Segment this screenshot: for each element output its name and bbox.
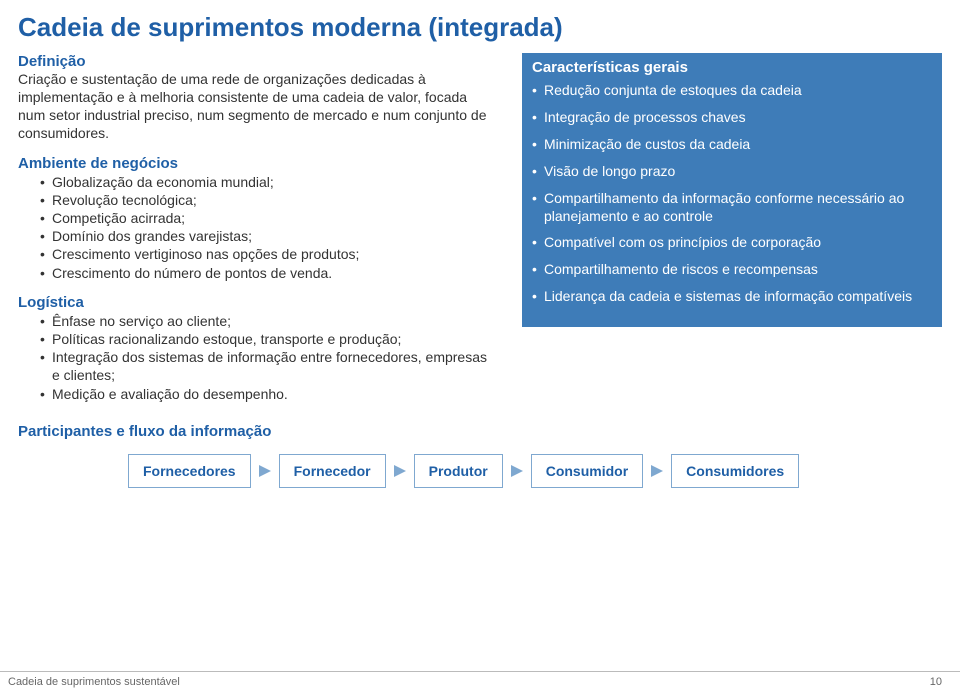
flow-box: Fornecedores [128, 454, 251, 488]
left-column: Definição Criação e sustentação de uma r… [18, 53, 498, 415]
flow-box: Consumidores [671, 454, 799, 488]
footer: Cadeia de suprimentos sustentável 10 [0, 671, 960, 688]
ambiente-head: Ambiente de negócios [18, 155, 498, 172]
arrow-icon [394, 465, 406, 477]
footer-text: Cadeia de suprimentos sustentável [8, 676, 180, 688]
content-columns: Definição Criação e sustentação de uma r… [18, 53, 942, 415]
page-number: 10 [930, 676, 942, 688]
logistica-head: Logística [18, 294, 498, 311]
ambiente-list: Globalização da economia mundial; Revolu… [18, 173, 498, 282]
list-item: Minimização de custos da cadeia [532, 136, 932, 154]
characteristics-list: Redução conjunta de estoques da cadeia I… [532, 82, 932, 306]
list-item: Domínio dos grandes varejistas; [40, 227, 498, 245]
arrow-icon [259, 465, 271, 477]
arrow-icon [511, 465, 523, 477]
slide: Cadeia de suprimentos moderna (integrada… [0, 0, 960, 488]
list-item: Compartilhamento da informação conforme … [532, 190, 932, 226]
list-item: Compatível com os princípios de corporaç… [532, 234, 932, 252]
flow-diagram: Fornecedores Fornecedor Produtor Consumi… [18, 454, 942, 488]
list-item: Competição acirrada; [40, 209, 498, 227]
logistica-list: Ênfase no serviço ao cliente; Políticas … [18, 312, 498, 403]
definicao-head: Definição [18, 53, 498, 70]
participants-head: Participantes e fluxo da informação [18, 423, 942, 440]
list-item: Crescimento do número de pontos de venda… [40, 264, 498, 282]
definicao-body: Criação e sustentação de uma rede de org… [18, 71, 498, 143]
list-item: Integração de processos chaves [532, 109, 932, 127]
list-item: Redução conjunta de estoques da cadeia [532, 82, 932, 100]
list-item: Compartilhamento de riscos e recompensas [532, 261, 932, 279]
flow-box: Produtor [414, 454, 503, 488]
list-item: Políticas racionalizando estoque, transp… [40, 330, 498, 348]
characteristics-head: Características gerais [532, 59, 932, 76]
right-column: Características gerais Redução conjunta … [522, 53, 942, 415]
page-title: Cadeia de suprimentos moderna (integrada… [18, 12, 942, 43]
list-item: Globalização da economia mundial; [40, 173, 498, 191]
flow-box: Fornecedor [279, 454, 386, 488]
list-item: Medição e avaliação do desempenho. [40, 385, 498, 403]
list-item: Liderança da cadeia e sistemas de inform… [532, 288, 932, 306]
flow-box: Consumidor [531, 454, 643, 488]
list-item: Ênfase no serviço ao cliente; [40, 312, 498, 330]
list-item: Integração dos sistemas de informação en… [40, 348, 498, 384]
list-item: Visão de longo prazo [532, 163, 932, 181]
list-item: Revolução tecnológica; [40, 191, 498, 209]
list-item: Crescimento vertiginoso nas opções de pr… [40, 245, 498, 263]
arrow-icon [651, 465, 663, 477]
characteristics-box: Características gerais Redução conjunta … [522, 53, 942, 327]
